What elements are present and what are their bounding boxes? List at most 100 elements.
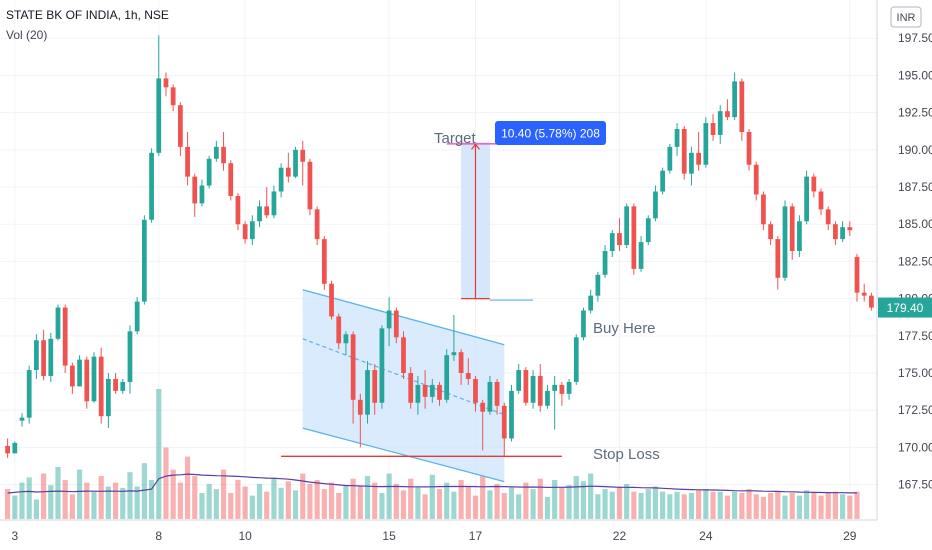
candle-body	[300, 149, 306, 162]
y-tick-label: 185.00	[898, 217, 932, 231]
candle-body	[98, 356, 104, 417]
candle-body	[70, 365, 75, 387]
candle-body	[422, 384, 428, 397]
volume-bar	[444, 482, 450, 519]
candle-body	[206, 158, 212, 186]
y-tick-label: 187.50	[898, 180, 932, 194]
x-tick-label: 24	[699, 529, 713, 543]
volume-indicator-label[interactable]: Vol (20)	[6, 28, 48, 42]
candle-body	[782, 206, 788, 278]
volume-bar	[62, 480, 68, 519]
candle-body	[48, 338, 54, 376]
candle-body	[415, 384, 421, 403]
volume-bar	[516, 494, 522, 519]
volume-bar	[256, 483, 263, 519]
volume-bar	[264, 491, 270, 519]
candle-body	[379, 328, 385, 403]
measure-badge-text: 10.40 (5.78%) 208	[501, 127, 600, 141]
candle-body	[509, 390, 514, 439]
candle-body	[523, 370, 529, 403]
volume-bar	[624, 483, 630, 519]
volume-bar	[847, 495, 853, 519]
volume-bar	[832, 491, 839, 519]
candle-body	[602, 251, 608, 275]
volume-bar	[818, 495, 824, 519]
candle-body	[350, 334, 356, 400]
candle-body	[840, 227, 845, 240]
y-tick-label: 197.50	[898, 31, 932, 45]
currency-badge-text: INR	[897, 12, 916, 24]
volume-bar	[192, 476, 198, 519]
candle-body	[501, 405, 507, 439]
candle-body	[149, 152, 154, 220]
volume-bar	[134, 486, 140, 519]
candle-body	[653, 191, 658, 219]
volume-bar	[235, 480, 241, 519]
volume-bar	[336, 493, 342, 519]
candle-body	[825, 209, 831, 225]
candle-body	[264, 206, 270, 216]
candle-body	[343, 334, 349, 344]
volume-bar	[681, 494, 687, 519]
candle-body	[228, 163, 234, 196]
volume-bar	[732, 491, 738, 519]
volume-bar	[652, 486, 659, 519]
volume-bar	[580, 481, 587, 519]
candle-body	[55, 307, 61, 339]
candle-body	[638, 242, 644, 269]
candle-body	[185, 146, 190, 177]
volume-bar	[400, 490, 407, 519]
candle-body	[120, 381, 126, 391]
volume-bar	[544, 496, 551, 519]
volume-bar	[228, 493, 234, 519]
x-tick-label: 17	[469, 529, 483, 543]
volume-bar	[616, 486, 623, 519]
candle-body	[746, 131, 752, 165]
candle-body	[537, 375, 543, 406]
volume-bar	[163, 447, 169, 519]
candle-body	[617, 233, 622, 246]
volume-bar	[156, 389, 162, 519]
candle-body	[26, 370, 32, 418]
candles	[5, 35, 874, 458]
volume-bar	[429, 474, 435, 519]
candle-body	[12, 442, 18, 454]
candle-body	[660, 170, 666, 192]
y-tick-label: 172.50	[898, 403, 932, 417]
x-tick-label: 22	[613, 529, 627, 543]
volume-bar	[609, 491, 615, 519]
volume-bar	[220, 469, 227, 519]
y-tick-label: 167.50	[898, 478, 932, 492]
x-tick-label: 29	[843, 529, 857, 543]
volume-bar	[724, 495, 731, 519]
volume-bar	[710, 491, 716, 519]
candle-body	[249, 221, 255, 240]
candle-body	[34, 340, 39, 371]
candle-body	[624, 206, 630, 246]
volume-bar	[148, 480, 155, 519]
volume-ma-line	[7, 473, 857, 494]
volume-bar	[638, 493, 644, 519]
volume-bar	[98, 476, 104, 519]
candle-body	[77, 359, 82, 387]
volume-bar	[573, 476, 579, 519]
candle-body	[141, 219, 147, 302]
candle-body	[336, 316, 342, 344]
volume-bar	[739, 493, 745, 519]
y-tick-label: 190.00	[898, 143, 932, 157]
volume-bar	[746, 489, 752, 519]
y-tick-label: 170.00	[898, 440, 932, 454]
last-price-badge	[878, 297, 932, 318]
volume-bar	[465, 486, 471, 519]
volume-bar	[768, 493, 774, 519]
volume-bar	[703, 489, 709, 519]
volume-bar	[76, 469, 83, 519]
volume-bar	[789, 493, 795, 519]
candle-body	[271, 191, 277, 216]
candle-body	[106, 378, 111, 417]
volume-bar	[602, 489, 608, 519]
annotation-drawings[interactable]: Target Buy Here Stop Loss 10.40 (5.78%) 208	[281, 121, 660, 463]
volume-bar	[688, 493, 695, 519]
